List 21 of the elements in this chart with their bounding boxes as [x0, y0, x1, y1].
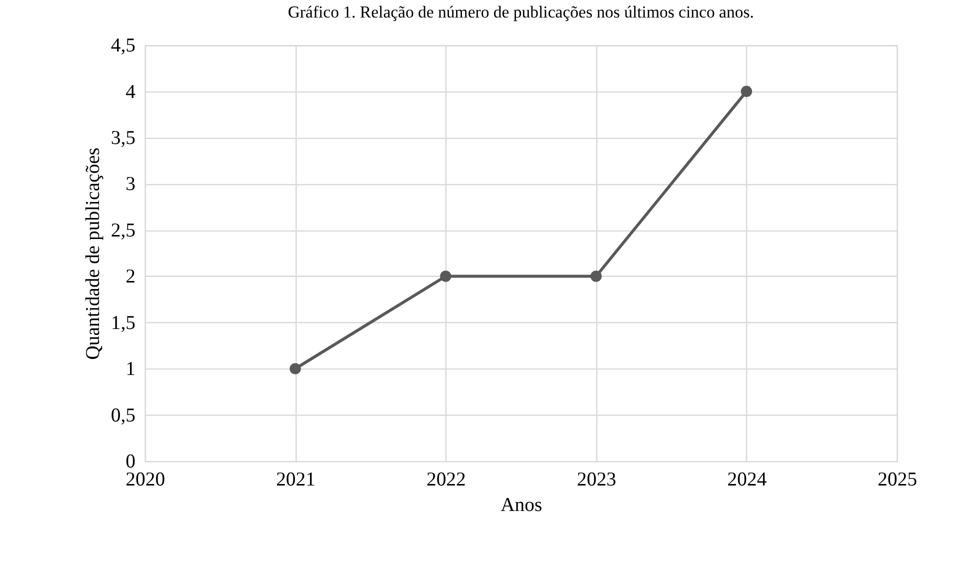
x-tick-label: 2021: [276, 468, 316, 490]
y-tick-label: 4: [126, 80, 136, 103]
chart-title: Gráfico 1. Relação de número de publicações nos últimos cinco anos.: [288, 2, 754, 22]
x-tick-label: 2024: [727, 468, 767, 490]
point: [440, 270, 452, 282]
point: [590, 270, 602, 282]
y-axis-title: Quantidade de publicações: [82, 148, 104, 360]
y-tick-label: 0,5: [110, 404, 136, 426]
x-tick-label: 2025: [878, 468, 918, 490]
x-tick-label: 2023: [576, 468, 616, 490]
y-tick-label: 2: [126, 266, 136, 288]
point: [290, 363, 301, 374]
y-tick-label: 1,5: [110, 312, 136, 334]
y-tick-label: 4,5: [110, 34, 136, 57]
y-tick-label: 3,5: [110, 127, 136, 150]
y-tick-label: 2,5: [110, 219, 136, 242]
x-tick-label: 2022: [426, 468, 466, 490]
y-tick-label: 3: [126, 173, 136, 196]
y-tick-label: 1: [126, 358, 136, 380]
point: [740, 86, 752, 98]
x-axis-title: Anos: [500, 494, 542, 516]
